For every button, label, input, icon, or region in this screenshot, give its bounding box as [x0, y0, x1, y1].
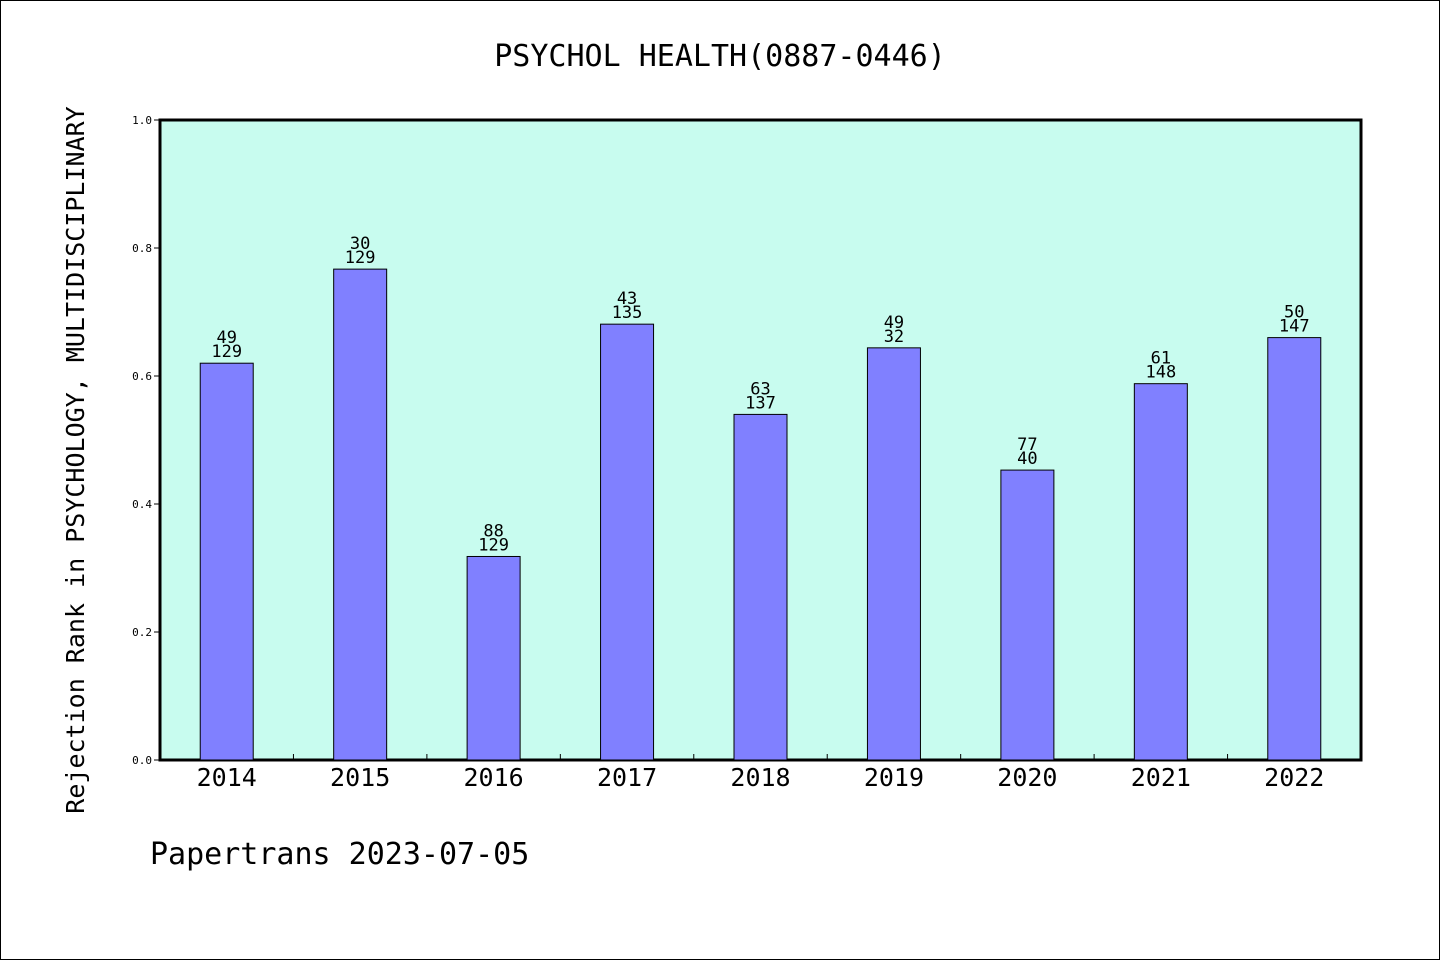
y-tick-label: 0.2	[132, 626, 152, 639]
x-tick-label: 2017	[597, 763, 657, 792]
y-axis-label: Rejection Rank in PSYCHOLOGY, MULTIDISCI…	[61, 106, 90, 813]
bar	[199, 362, 254, 761]
bar-label-top: 43	[617, 289, 637, 309]
bar-label-bottom: 135	[612, 303, 643, 323]
y-tick-label: 0.6	[132, 370, 152, 383]
bar	[333, 268, 388, 761]
footer-text: Papertrans 2023-07-05	[150, 837, 529, 872]
y-tick-label: 0.8	[132, 242, 152, 255]
bar-label-bottom: 32	[884, 327, 904, 347]
bar	[866, 347, 921, 761]
bar-label-bottom: 40	[1017, 449, 1037, 469]
bar-label-bottom: 129	[478, 535, 509, 555]
bar	[600, 323, 655, 761]
bar-label-bottom: 148	[1145, 363, 1176, 383]
bar-label-top: 63	[750, 379, 770, 399]
bar-label-top: 61	[1151, 349, 1171, 369]
bar-label-bottom: 147	[1279, 317, 1310, 337]
bar	[1133, 383, 1188, 761]
x-tick-label: 2021	[1131, 763, 1191, 792]
y-tick-label: 0.0	[132, 754, 152, 767]
x-tick-label: 2022	[1264, 763, 1324, 792]
x-tick-label: 2016	[464, 763, 524, 792]
bar-label-bottom: 129	[211, 342, 242, 362]
bar	[733, 413, 788, 761]
bar-label-top: 30	[350, 234, 370, 254]
bar-label-top: 77	[1017, 435, 1037, 455]
chart-title: PSYCHOL HEALTH(0887-0446)	[494, 39, 946, 74]
x-tick-label: 2014	[197, 763, 257, 792]
y-tick-label: 1.0	[132, 114, 152, 127]
y-tick-label: 0.4	[132, 498, 152, 511]
bar	[1267, 337, 1322, 761]
bar	[466, 555, 521, 761]
bar-label-top: 49	[884, 313, 904, 333]
x-tick-label: 2018	[730, 763, 790, 792]
bar-label-bottom: 129	[345, 248, 376, 268]
y-axis-ticks: 0.0 0.2 0.4 0.6 0.8 1.0	[132, 114, 160, 767]
x-tick-label: 2019	[864, 763, 924, 792]
x-tick-label: 2015	[330, 763, 390, 792]
bar	[1000, 469, 1055, 761]
bar-label-top: 88	[483, 521, 503, 541]
x-axis-ticks: 2014 2015 2016 2017 2018 2019 2020 2021 2022	[197, 754, 1324, 792]
bar-label-top: 49	[216, 328, 236, 348]
bar-label-top: 50	[1284, 303, 1304, 323]
bar-label-bottom: 137	[745, 393, 776, 413]
bar-series: 4912930129881294313563137493277406114850…	[199, 234, 1322, 761]
x-tick-label: 2020	[997, 763, 1057, 792]
